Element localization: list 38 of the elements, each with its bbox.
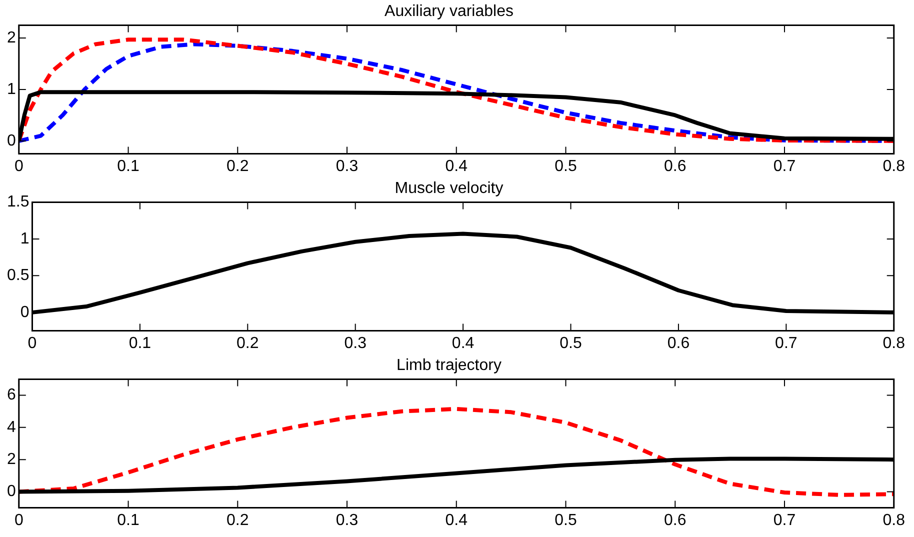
x-tick-label: 0.8 <box>882 158 906 175</box>
x-tick-label: 0.3 <box>344 334 367 352</box>
y-tick-label: 0 <box>6 483 16 500</box>
chart-title: Auxiliary variables <box>384 3 514 20</box>
x-tick-label: 0.7 <box>773 512 796 529</box>
y-tick-label: 4 <box>6 418 16 436</box>
chart-title: Limb trajectory <box>396 357 502 374</box>
x-tick-label: 0.1 <box>128 334 152 352</box>
x-tick-label: 0.8 <box>882 512 906 529</box>
y-tick-label: 1 <box>6 80 16 98</box>
x-tick-label: 0.5 <box>554 158 577 175</box>
x-tick-label: 0.2 <box>226 512 249 529</box>
y-tick-label: 1.5 <box>6 194 30 211</box>
y-tick-label: 0 <box>20 304 30 321</box>
x-tick-label: 0.3 <box>336 512 358 529</box>
x-tick-label: 0.4 <box>445 158 468 175</box>
y-tick-label: 0.5 <box>6 267 30 284</box>
y-tick-label: 0 <box>6 132 16 150</box>
x-tick-label: 0.7 <box>773 158 796 175</box>
x-tick-label: 0.2 <box>226 158 249 175</box>
x-tick-label: 0.6 <box>667 334 690 352</box>
x-tick-label: 0.5 <box>554 512 577 529</box>
y-tick-label: 2 <box>6 29 16 46</box>
x-tick-label: 0.3 <box>336 158 358 175</box>
x-tick-label: 0.4 <box>452 334 474 352</box>
x-tick-label: 0.8 <box>882 334 906 352</box>
x-tick-label: 0.7 <box>775 334 798 352</box>
x-tick-label: 0.2 <box>236 334 259 352</box>
x-tick-label: 0.1 <box>117 158 140 175</box>
y-tick-label: 6 <box>6 386 16 404</box>
chart-title: Muscle velocity <box>394 180 504 198</box>
x-tick-label: 0.5 <box>560 334 582 352</box>
x-tick-label: 0.6 <box>664 512 686 529</box>
x-tick-label: 0.1 <box>117 512 140 529</box>
y-tick-label: 1 <box>20 230 30 248</box>
x-tick-label: 0.6 <box>664 158 686 175</box>
y-tick-label: 2 <box>6 450 16 468</box>
x-tick-label: 0.4 <box>445 512 468 529</box>
